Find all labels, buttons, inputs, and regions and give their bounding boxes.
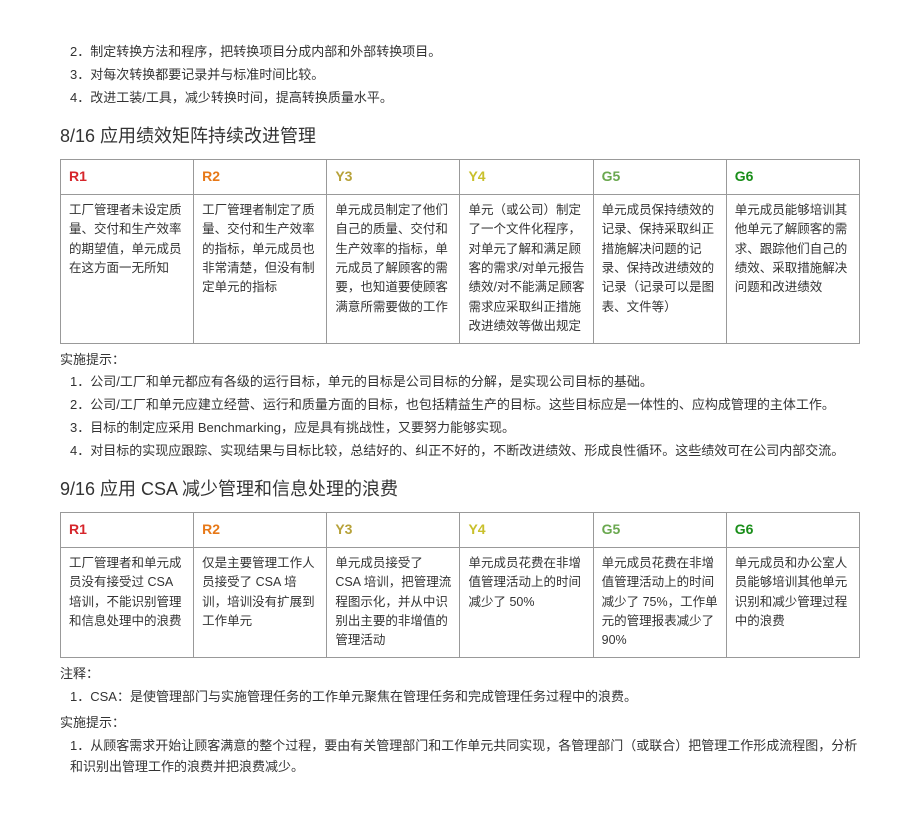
note-list-2: 1．CSA：是使管理部门与实施管理任务的工作单元聚焦在管理任务和完成管理任务过程… xyxy=(60,687,860,708)
matrix-cell: 单元成员保持绩效的记录、保持采取纠正措施解决问题的记录、保持改进绩效的记录（记录… xyxy=(593,194,726,343)
hint-item: 4．对目标的实现应跟踪、实现结果与目标比较，总结好的、纠正不好的，不断改进绩效、… xyxy=(70,441,860,462)
hint-list-1: 1．公司/工厂和单元都应有各级的运行目标，单元的目标是公司目标的分解，是实现公司… xyxy=(60,372,860,461)
matrix-table-1: R1 R2 Y3 Y4 G5 G6 工厂管理者未设定质量、交付和生产效率的期望值… xyxy=(60,159,860,343)
col-header-y3: Y3 xyxy=(327,513,460,548)
hint-label-1: 实施提示： xyxy=(60,350,860,371)
col-header-r2: R2 xyxy=(194,160,327,195)
matrix-cell: 单元成员接受了 CSA 培训，把管理流程图示化，并从中识别出主要的非增值的管理活… xyxy=(327,547,460,657)
intro-item: 3．对每次转换都要记录并与标准时间比较。 xyxy=(70,65,860,86)
matrix-cell: 工厂管理者和单元成员没有接受过 CSA 培训，不能识别管理和信息处理中的浪费 xyxy=(61,547,194,657)
col-header-r1: R1 xyxy=(61,160,194,195)
col-header-g5: G5 xyxy=(593,513,726,548)
matrix-cell: 工厂管理者制定了质量、交付和生产效率的指标，单元成员也非常清楚，但没有制定单元的… xyxy=(194,194,327,343)
col-header-y4: Y4 xyxy=(460,513,593,548)
col-header-g6: G6 xyxy=(726,513,859,548)
section-title-2: 9/16 应用 CSA 减少管理和信息处理的浪费 xyxy=(60,475,860,504)
hint-item: 1．从顾客需求开始让顾客满意的整个过程，要由有关管理部门和工作单元共同实现，各管… xyxy=(70,736,860,778)
matrix-cell: 单元成员和办公室人员能够培训其他单元识别和减少管理过程中的浪费 xyxy=(726,547,859,657)
col-header-r2: R2 xyxy=(194,513,327,548)
hint-item: 2．公司/工厂和单元应建立经营、运行和质量方面的目标，也包括精益生产的目标。这些… xyxy=(70,395,860,416)
section-title-1: 8/16 应用绩效矩阵持续改进管理 xyxy=(60,122,860,151)
hint-item: 3．目标的制定应采用 Benchmarking，应是具有挑战性，又要努力能够实现… xyxy=(70,418,860,439)
intro-list: 2．制定转换方法和程序，把转换项目分成内部和外部转换项目。 3．对每次转换都要记… xyxy=(60,42,860,108)
note-item: 1．CSA：是使管理部门与实施管理任务的工作单元聚焦在管理任务和完成管理任务过程… xyxy=(70,687,860,708)
col-header-y3: Y3 xyxy=(327,160,460,195)
hint-label-2: 实施提示： xyxy=(60,713,860,734)
matrix-table-2: R1 R2 Y3 Y4 G5 G6 工厂管理者和单元成员没有接受过 CSA 培训… xyxy=(60,512,860,658)
col-header-r1: R1 xyxy=(61,513,194,548)
col-header-g6: G6 xyxy=(726,160,859,195)
matrix-cell: 工厂管理者未设定质量、交付和生产效率的期望值，单元成员在这方面一无所知 xyxy=(61,194,194,343)
col-header-g5: G5 xyxy=(593,160,726,195)
col-header-y4: Y4 xyxy=(460,160,593,195)
note-label-2: 注释： xyxy=(60,664,860,685)
matrix-cell: 单元成员花费在非增值管理活动上的时间减少了 75%，工作单元的管理报表减少了 9… xyxy=(593,547,726,657)
intro-item: 2．制定转换方法和程序，把转换项目分成内部和外部转换项目。 xyxy=(70,42,860,63)
matrix-cell: 单元成员花费在非增值管理活动上的时间减少了 50% xyxy=(460,547,593,657)
matrix-cell: 单元（或公司）制定了一个文件化程序，对单元了解和满足顾客的需求/对单元报告绩效/… xyxy=(460,194,593,343)
intro-item: 4．改进工装/工具，减少转换时间，提高转换质量水平。 xyxy=(70,88,860,109)
matrix-cell: 单元成员能够培训其他单元了解顾客的需求、跟踪他们自己的绩效、采取措施解决问题和改… xyxy=(726,194,859,343)
matrix-cell: 仅是主要管理工作人员接受了 CSA 培训，培训没有扩展到工作单元 xyxy=(194,547,327,657)
hint-list-2: 1．从顾客需求开始让顾客满意的整个过程，要由有关管理部门和工作单元共同实现，各管… xyxy=(60,736,860,778)
hint-item: 1．公司/工厂和单元都应有各级的运行目标，单元的目标是公司目标的分解，是实现公司… xyxy=(70,372,860,393)
matrix-cell: 单元成员制定了他们自己的质量、交付和生产效率的指标，单元成员了解顾客的需要，也知… xyxy=(327,194,460,343)
